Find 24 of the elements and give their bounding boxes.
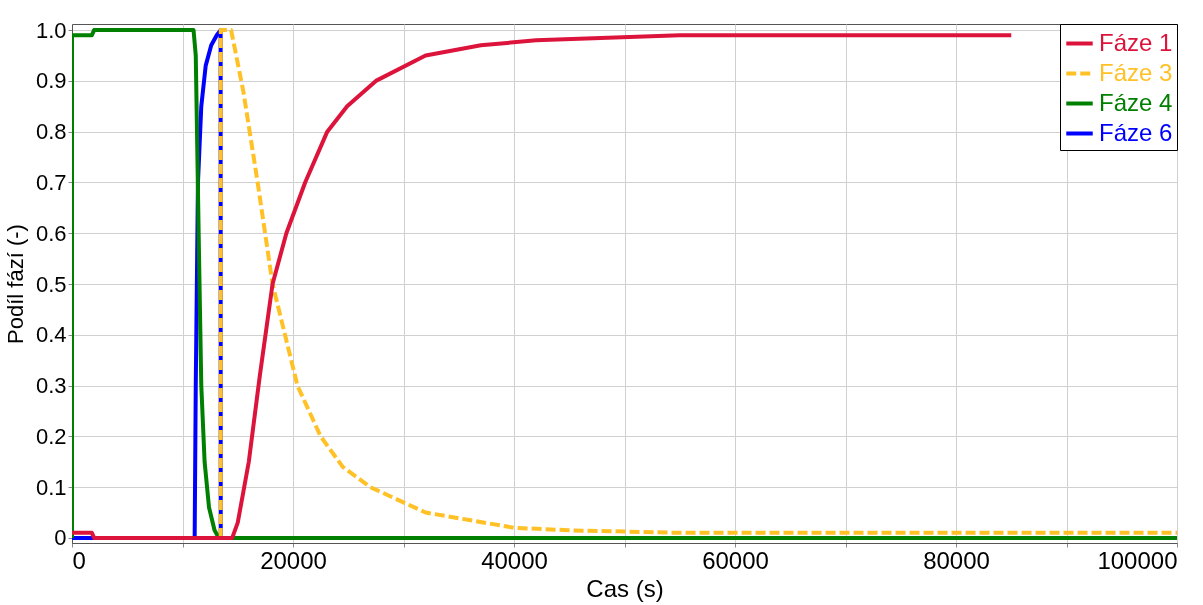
x-tick-label: 0 xyxy=(72,546,86,574)
y-axis-title: Podíl fází (-) xyxy=(2,224,28,344)
y-tick-label: 0.1 xyxy=(35,474,67,500)
y-tick-label: 0.4 xyxy=(35,322,67,348)
line-series xyxy=(72,33,1014,540)
y-tick-label: 0.6 xyxy=(35,220,67,246)
x-tick-label: 20000 xyxy=(260,546,327,574)
y-tick-label: 0.7 xyxy=(35,169,67,195)
legend-label: Fáze 4 xyxy=(1099,88,1173,116)
legend-label: Fáze 6 xyxy=(1099,118,1173,146)
y-tick-label: 0.3 xyxy=(35,373,67,399)
x-axis-title: Cas (s) xyxy=(586,574,664,602)
y-tick-label: 0.5 xyxy=(35,271,67,297)
legend-label: Fáze 1 xyxy=(1099,28,1173,56)
y-tick-label: 1.0 xyxy=(35,17,67,43)
y-tick-label: 0 xyxy=(54,525,67,551)
legend-label: Fáze 3 xyxy=(1099,58,1173,86)
y-tick-label: 0.2 xyxy=(35,423,67,449)
y-tick-label: 0.8 xyxy=(35,119,67,145)
x-tick-label: 40000 xyxy=(481,546,548,574)
x-tick-label: 60000 xyxy=(702,546,769,574)
y-tick-label: 0.9 xyxy=(35,68,67,94)
x-tick-label: 100000 xyxy=(1097,546,1178,574)
x-tick-label: 80000 xyxy=(923,546,990,574)
